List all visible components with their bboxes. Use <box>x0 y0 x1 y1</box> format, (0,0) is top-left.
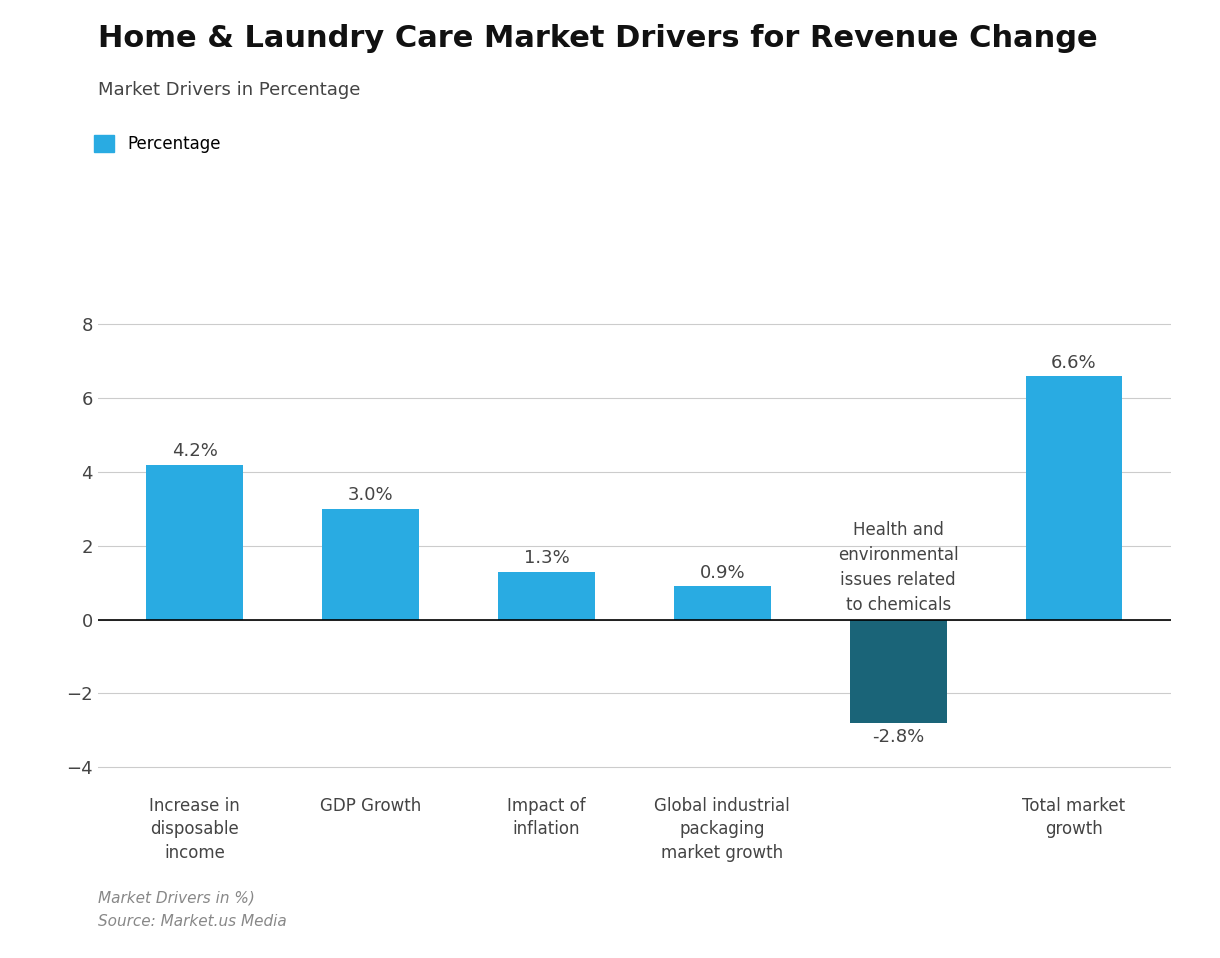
Text: 0.9%: 0.9% <box>699 564 745 582</box>
Text: 1.3%: 1.3% <box>523 549 570 567</box>
Text: Health and
environmental
issues related
to chemicals: Health and environmental issues related … <box>838 521 959 614</box>
Text: Market Drivers in Percentage: Market Drivers in Percentage <box>98 81 360 100</box>
Bar <box>146 465 243 620</box>
Bar <box>498 572 595 620</box>
Text: Market Drivers in %): Market Drivers in %) <box>98 890 255 905</box>
Text: 4.2%: 4.2% <box>172 442 217 460</box>
Text: -2.8%: -2.8% <box>872 728 925 746</box>
Text: Source: Market.us Media: Source: Market.us Media <box>98 914 287 929</box>
Text: 6.6%: 6.6% <box>1052 354 1097 372</box>
Bar <box>850 620 947 723</box>
Bar <box>673 586 771 620</box>
Text: 3.0%: 3.0% <box>348 487 393 504</box>
Legend: Percentage: Percentage <box>88 128 228 160</box>
Bar <box>1026 376 1122 620</box>
Text: Home & Laundry Care Market Drivers for Revenue Change: Home & Laundry Care Market Drivers for R… <box>98 24 1097 53</box>
Bar <box>322 509 418 620</box>
